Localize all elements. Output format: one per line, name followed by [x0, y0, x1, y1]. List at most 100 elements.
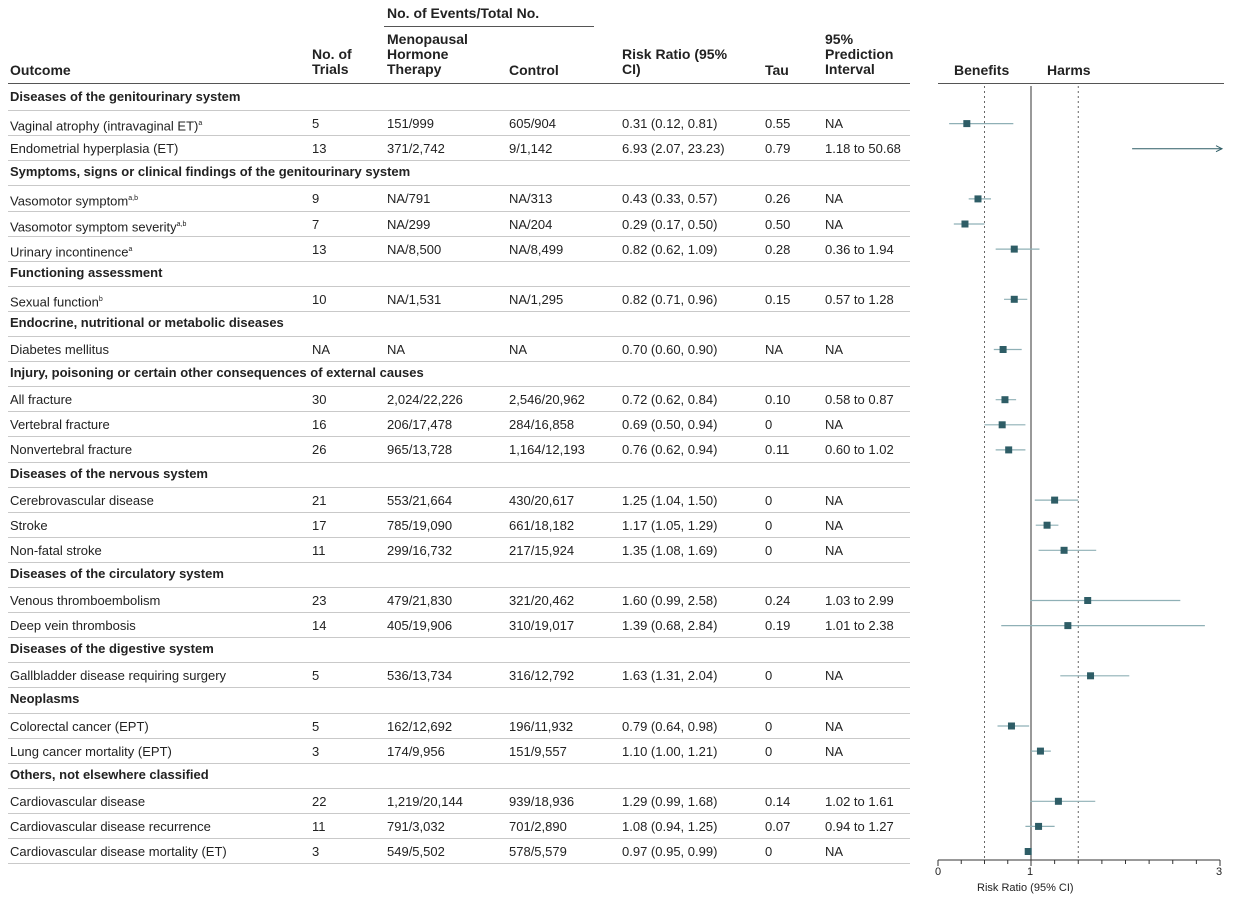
row-divider: [8, 612, 910, 614]
cell-rr-text: 0.43 (0.33, 0.57): [622, 191, 718, 207]
section-heading: Diseases of the circulatory system: [10, 565, 224, 581]
cell-mht: 206/17,478: [387, 417, 453, 433]
cell-pi: 1.03 to 2.99: [825, 593, 894, 608]
cell-pi: NA: [825, 417, 844, 433]
cell-control: 939/18,936: [509, 793, 575, 809]
cell-pi: NA: [825, 718, 844, 734]
row-divider: [8, 762, 910, 764]
point-marker: [1001, 396, 1009, 404]
cell-pi: 0.57 to 1.28: [825, 291, 894, 307]
point-marker: [998, 421, 1006, 429]
point-marker: [963, 120, 971, 128]
cell-trials: 3: [312, 743, 320, 759]
cell-trials: 30: [312, 392, 327, 408]
overflow-arrow: [1215, 145, 1224, 153]
cell-trials: 14: [312, 618, 327, 634]
footnote-marker: a: [198, 120, 203, 128]
cell-trials: 21: [312, 492, 327, 508]
row-divider: [8, 863, 910, 865]
row-divider: [8, 662, 910, 664]
cell-trials: 23: [312, 593, 327, 608]
row-divider: [8, 160, 910, 162]
cell-trials: 5: [312, 668, 320, 684]
cell-trials: 3: [312, 844, 320, 859]
cell-mht: NA/1,531: [387, 291, 442, 307]
cell-outcome: Sexual functionb: [10, 294, 103, 310]
cell-mht: NA/8,500: [387, 241, 442, 257]
cell-tau: 0.24: [765, 593, 791, 608]
cell-mht: 549/5,502: [387, 844, 445, 859]
footnote-marker: a,b: [176, 220, 187, 228]
pi-header: 95% Prediction Interval: [825, 31, 894, 77]
row-divider: [8, 712, 910, 714]
cell-tau: NA: [765, 342, 784, 357]
cell-trials: 17: [312, 517, 327, 533]
cell-control: 316/12,792: [509, 668, 575, 684]
row-divider: [8, 486, 910, 488]
cell-control: 9/1,142: [509, 141, 553, 157]
row-divider: [8, 536, 910, 538]
cell-rr-text: 1.39 (0.68, 2.84): [622, 618, 718, 634]
cell-control: 321/20,462: [509, 593, 575, 608]
cell-mht: 299/16,732: [387, 542, 453, 558]
events-group-rule: [384, 26, 594, 28]
outcome-header: Outcome: [10, 62, 71, 78]
cell-control: 196/11,932: [509, 718, 574, 734]
cell-control: 2,546/20,962: [509, 392, 585, 408]
cell-control: 310/19,017: [509, 618, 575, 634]
cell-outcome: Venous thromboembolism: [10, 593, 161, 608]
section-heading: Diseases of the nervous system: [10, 465, 208, 481]
row-divider: [8, 336, 910, 337]
cell-pi: 1.18 to 50.68: [825, 141, 901, 157]
cell-mht: 371/2,742: [387, 141, 445, 157]
cell-pi: NA: [825, 743, 844, 759]
cell-outcome: Urinary incontinencea: [10, 243, 133, 259]
cell-outcome: Cardiovascular disease mortality (ET): [10, 844, 227, 859]
row-divider: [8, 812, 910, 814]
cell-control: NA/8,499: [509, 241, 564, 257]
cell-outcome: Endometrial hyperplasia (ET): [10, 141, 179, 157]
cell-mht: 174/9,956: [387, 743, 445, 759]
cell-tau: 0: [765, 542, 773, 558]
cell-trials: 9: [312, 191, 320, 207]
cell-pi: NA: [825, 342, 844, 357]
section-heading: Others, not elsewhere classified: [10, 766, 209, 782]
cell-tau: 0.26: [765, 191, 791, 207]
cell-pi: NA: [825, 517, 844, 533]
cell-trials: 5: [312, 718, 320, 734]
cell-pi: 0.36 to 1.94: [825, 241, 894, 257]
row-divider: [8, 561, 910, 563]
section-heading: Functioning assessment: [10, 264, 163, 280]
row-divider: [8, 185, 910, 187]
footnote-marker: a,b: [128, 195, 138, 203]
point-marker: [1007, 722, 1015, 730]
cell-mht: 405/19,906: [387, 618, 453, 634]
point-marker: [1024, 848, 1032, 855]
cell-mht: NA/791: [387, 191, 431, 207]
cell-outcome: Nonvertebral fracture: [10, 442, 133, 458]
row-divider: [8, 436, 910, 438]
row-divider: [8, 260, 910, 262]
cell-trials: 26: [312, 442, 327, 458]
point-marker: [1054, 797, 1062, 805]
point-marker: [1043, 521, 1051, 529]
point-marker: [1036, 747, 1044, 755]
cell-rr-text: 1.25 (1.04, 1.50): [622, 492, 718, 508]
row-divider: [8, 110, 910, 112]
cell-pi: NA: [825, 844, 844, 859]
cell-mht: 162/12,692: [387, 718, 453, 734]
point-marker: [961, 220, 969, 228]
cell-outcome: Gallbladder disease requiring surgery: [10, 668, 227, 684]
x-tick-label: 3: [1216, 866, 1223, 878]
point-marker: [1064, 622, 1072, 630]
cell-outcome: Vasomotor symptom severitya,b: [10, 218, 187, 234]
cell-outcome: Deep vein thrombosis: [10, 618, 136, 634]
cell-tau: 0.15: [765, 291, 791, 307]
cell-mht: NA/299: [387, 216, 431, 232]
cell-rr-text: 0.76 (0.62, 0.94): [622, 442, 718, 458]
cell-rr-text: 0.82 (0.62, 1.09): [622, 241, 718, 257]
row-divider: [8, 687, 910, 689]
cell-tau: 0.19: [765, 618, 791, 634]
cell-control: 217/15,924: [509, 542, 575, 558]
cell-outcome: Cerebrovascular disease: [10, 492, 154, 508]
